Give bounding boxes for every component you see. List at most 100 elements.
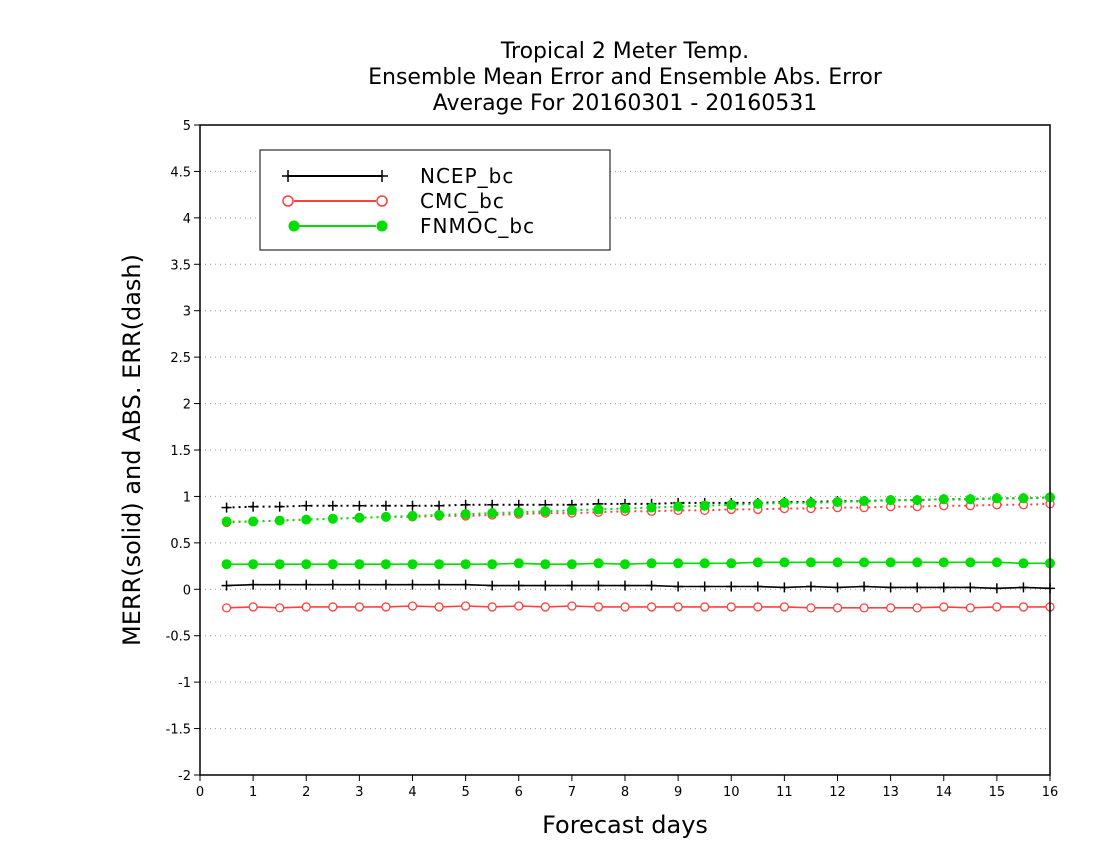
y-tick-label-10: 3 xyxy=(183,305,191,320)
x-axis-title: Forecast days xyxy=(542,811,708,839)
fnmoc-bc-merr-point-27 xyxy=(938,557,949,568)
fnmoc-bc-abs-err-point-24 xyxy=(859,496,870,507)
fnmoc-bc-merr-point-8 xyxy=(434,559,445,570)
x-tick-label-10: 10 xyxy=(723,785,740,800)
y-tick-label-4: 0 xyxy=(183,583,191,598)
series-layer xyxy=(221,492,1055,613)
ncep-bc-merr-point-17 xyxy=(673,581,684,592)
fnmoc-bc-abs-err-point-11 xyxy=(513,507,524,518)
fnmoc-bc-abs-err-point-16 xyxy=(646,502,657,513)
fnmoc-bc-abs-err-point-28 xyxy=(965,494,976,505)
ncep-bc-merr-point-7 xyxy=(407,579,418,590)
fnmoc-bc-merr-line xyxy=(226,561,1050,566)
legend-marker-fnmoc-1 xyxy=(288,220,300,232)
y-tick-label-14: 5 xyxy=(183,119,191,134)
fnmoc-bc-abs-err-line xyxy=(226,496,1051,523)
fnmoc-bc-merr-point-10 xyxy=(487,559,498,570)
cmc-bc-merr-point-26 xyxy=(912,603,922,613)
cmc-bc-merr-point-29 xyxy=(992,602,1002,612)
ncep-bc-merr-point-4 xyxy=(327,579,338,590)
fnmoc-bc-abs-err-point-3 xyxy=(301,514,312,525)
fnmoc-bc-abs-err-point-12 xyxy=(540,506,551,517)
y-axis-title: MERR(solid) and ABS. ERR(dash) xyxy=(118,254,146,646)
legend-label-cmc: CMC_bc xyxy=(420,189,505,213)
fnmoc-bc-merr-point-26 xyxy=(912,557,923,568)
cmc-bc-merr-point-4 xyxy=(328,602,338,612)
ncep-bc-merr-point-0 xyxy=(221,580,232,591)
fnmoc-bc-abs-err-point-21 xyxy=(779,497,790,508)
fnmoc-bc-abs-err-point-14 xyxy=(593,504,604,515)
ncep-bc-merr-point-1 xyxy=(248,579,259,590)
fnmoc-bc-merr-point-14 xyxy=(593,558,604,569)
cmc-bc-merr-point-10 xyxy=(487,602,497,612)
ncep-bc-merr-point-23 xyxy=(832,582,843,593)
ncep-bc-merr-point-26 xyxy=(912,582,923,593)
ncep-bc-abs-err-point-8 xyxy=(434,500,445,511)
ncep-bc-merr-point-6 xyxy=(380,579,391,590)
cmc-bc-merr-point-12 xyxy=(540,602,550,612)
fnmoc-bc-abs-err-point-25 xyxy=(885,495,896,506)
fnmoc-bc-merr-point-6 xyxy=(380,559,391,570)
x-tick-label-3: 3 xyxy=(355,785,363,800)
fnmoc-bc-merr-point-20 xyxy=(752,557,763,568)
cmc-bc-merr-point-13 xyxy=(567,601,577,611)
ncep-bc-merr-point-28 xyxy=(965,582,976,593)
ncep-bc-merr-point-30 xyxy=(1018,582,1029,593)
ncep-bc-abs-err-point-9 xyxy=(460,499,471,510)
chart-title-line-3: Average For 20160301 - 20160531 xyxy=(433,91,818,116)
x-tick-label-9: 9 xyxy=(674,785,682,800)
ncep-bc-merr-point-5 xyxy=(354,579,365,590)
x-tick-label-8: 8 xyxy=(621,785,629,800)
cmc-bc-merr-point-9 xyxy=(460,601,471,611)
ncep-bc-merr-point-11 xyxy=(513,580,524,591)
ncep-bc-abs-err-point-6 xyxy=(380,500,391,511)
x-tick-label-4: 4 xyxy=(408,785,416,800)
ncep-bc-merr-point-20 xyxy=(752,581,763,592)
fnmoc-bc-merr-point-15 xyxy=(620,559,630,570)
fnmoc-bc-merr-point-28 xyxy=(965,557,976,568)
x-tick-label-7: 7 xyxy=(568,785,576,800)
y-tick-label-6: 1 xyxy=(183,490,191,505)
ncep-bc-abs-err-point-3 xyxy=(301,500,312,511)
fnmoc-bc-abs-err-point-0 xyxy=(221,516,232,527)
ncep-bc-abs-err-point-7 xyxy=(407,500,418,511)
cmc-bc-merr-point-18 xyxy=(700,602,710,612)
cmc-bc-merr-point-30 xyxy=(1018,602,1029,612)
cmc-bc-merr-point-2 xyxy=(275,603,285,613)
x-tick-label-0: 0 xyxy=(196,785,204,800)
fnmoc-bc-abs-err-point-22 xyxy=(805,497,816,508)
ncep-bc-merr-point-22 xyxy=(805,581,816,592)
axis-layer: -2-1.5-1-0.500.511.522.533.544.550 1 2 3 4 5 6… xyxy=(166,119,1059,800)
ncep-bc-abs-err-point-10 xyxy=(487,499,498,510)
fnmoc-bc-abs-err-point-10 xyxy=(487,508,498,519)
y-tick-label-5: 0.5 xyxy=(170,537,191,552)
fnmoc-bc-abs-err-point-9 xyxy=(460,509,471,520)
fnmoc-bc-merr-point-9 xyxy=(460,559,471,570)
cmc-bc-merr-line xyxy=(226,605,1050,609)
cmc-bc-merr-point-27 xyxy=(939,602,949,612)
cmc-bc-merr-point-28 xyxy=(965,603,975,613)
fnmoc-bc-merr-point-1 xyxy=(248,559,259,570)
chart-title-line-2: Ensemble Mean Error and Ensemble Abs. Er… xyxy=(368,65,883,90)
fnmoc-bc-merr-point-5 xyxy=(354,559,365,570)
ncep-bc-abs-err-point-4 xyxy=(327,500,338,511)
fnmoc-bc-abs-err-point-6 xyxy=(380,511,391,522)
fnmoc-bc-merr-point-2 xyxy=(274,559,285,570)
y-tick-label-13: 4.5 xyxy=(170,165,191,180)
fnmoc-bc-merr-point-4 xyxy=(327,559,338,570)
y-tick-label-9: 2.5 xyxy=(170,351,191,366)
fnmoc-bc-abs-err-point-15 xyxy=(620,503,630,514)
x-tick-label-6: 6 xyxy=(515,785,523,800)
fnmoc-bc-merr-point-7 xyxy=(407,559,418,570)
fnmoc-bc-abs-err-point-2 xyxy=(274,515,285,526)
x-tick-label-15: 15 xyxy=(989,785,1006,800)
x-tick-label-5: 5 xyxy=(461,785,469,800)
ncep-bc-merr-point-16 xyxy=(646,580,657,591)
y-tick-label-0: -2 xyxy=(178,769,191,784)
y-tick-label-11: 3.5 xyxy=(170,258,191,273)
x-tick-label-11: 11 xyxy=(776,785,793,800)
ncep-bc-merr-point-25 xyxy=(885,582,896,593)
fnmoc-bc-abs-err-point-26 xyxy=(912,495,923,506)
y-tick-label-8: 2 xyxy=(183,398,191,413)
